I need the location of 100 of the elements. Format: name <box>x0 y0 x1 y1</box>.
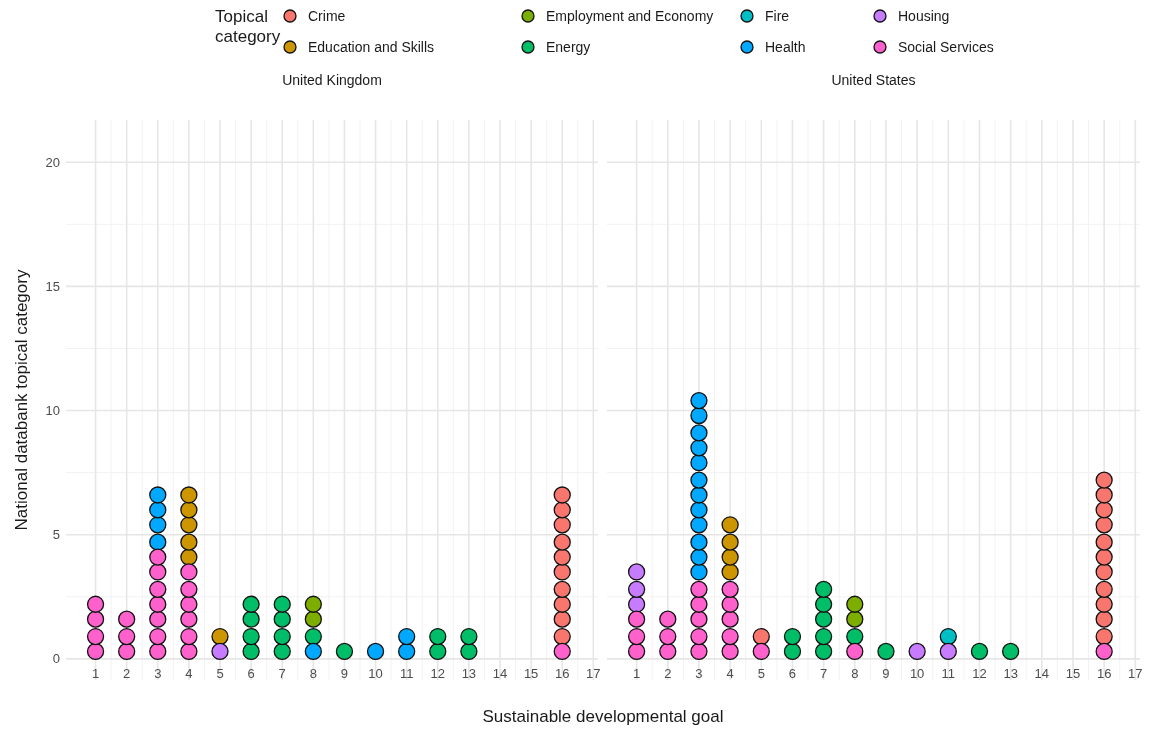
x-tick-label: 6 <box>247 666 255 681</box>
point <box>211 642 229 661</box>
point <box>721 516 739 534</box>
legend-label: Crime <box>308 7 346 24</box>
point <box>149 580 167 599</box>
point <box>273 642 291 661</box>
point <box>721 533 739 551</box>
point <box>721 563 739 581</box>
x-tick-label: 9 <box>340 666 349 681</box>
x-tick-label: 4 <box>726 666 734 681</box>
point <box>690 486 708 504</box>
x-tick-label: 10 <box>909 666 925 681</box>
point <box>180 627 198 646</box>
x-axis-title: Sustainable developmental goal <box>482 707 724 726</box>
point <box>814 610 833 628</box>
x-tick-label: 7 <box>278 666 286 681</box>
point <box>242 595 260 613</box>
x-tick-label: 4 <box>185 666 193 681</box>
point <box>721 548 739 566</box>
x-tick-label: 17 <box>1128 666 1143 681</box>
point <box>814 642 833 661</box>
point <box>86 595 105 613</box>
point <box>690 642 708 661</box>
legend-label: Energy <box>546 38 591 55</box>
point <box>149 642 167 661</box>
x-tick-label: 5 <box>757 666 765 681</box>
point <box>690 595 708 613</box>
x-tick-label: 5 <box>216 666 224 681</box>
x-tick-label: 16 <box>554 666 570 681</box>
point <box>721 595 739 613</box>
point <box>721 580 739 599</box>
point <box>149 563 167 581</box>
legend-label: Social Services <box>898 38 994 55</box>
point <box>659 642 677 661</box>
x-tick-label: 13 <box>1003 666 1018 681</box>
point <box>553 516 571 534</box>
point <box>939 642 957 661</box>
y-tick-label: 5 <box>52 527 60 543</box>
point <box>690 406 708 425</box>
point <box>1002 642 1020 661</box>
point <box>1095 548 1113 566</box>
point <box>659 627 677 646</box>
point <box>1095 516 1113 534</box>
point <box>335 642 354 661</box>
point <box>398 627 416 646</box>
x-tick-label: 11 <box>941 666 956 681</box>
point <box>242 610 260 628</box>
point <box>460 627 478 646</box>
x-tick-label: 16 <box>1096 666 1112 681</box>
point <box>1095 471 1113 489</box>
point <box>908 642 926 661</box>
point <box>627 627 646 646</box>
point <box>627 580 646 599</box>
point <box>149 610 167 628</box>
point <box>304 595 322 613</box>
point <box>783 642 802 661</box>
x-tick-label: 12 <box>430 666 446 681</box>
point <box>690 580 708 599</box>
x-tick-label: 15 <box>523 666 539 681</box>
point <box>149 501 167 519</box>
point <box>783 627 802 646</box>
point <box>553 501 571 519</box>
point <box>180 563 198 581</box>
point <box>690 533 708 551</box>
x-tick-label: 1 <box>632 666 641 681</box>
point <box>180 533 198 551</box>
point <box>304 642 322 661</box>
point <box>690 548 708 566</box>
point <box>149 516 167 534</box>
point <box>149 548 167 566</box>
point <box>690 501 708 519</box>
y-axis-title: National databank topical category <box>12 269 31 531</box>
x-tick-label: 10 <box>368 666 383 681</box>
point <box>939 627 957 646</box>
point <box>180 595 198 613</box>
point <box>1095 580 1113 599</box>
point <box>970 642 989 661</box>
x-tick-label: 9 <box>882 666 890 681</box>
x-tick-label: 3 <box>154 666 162 681</box>
legend-label: Employment and Economy <box>546 7 714 24</box>
y-tick-label: 15 <box>45 278 60 294</box>
point <box>690 516 708 534</box>
point <box>846 642 864 661</box>
point <box>242 642 260 661</box>
point <box>553 580 571 599</box>
y-tick-label: 20 <box>45 154 60 170</box>
legend-label: Fire <box>765 7 790 24</box>
point <box>690 439 708 457</box>
point <box>304 610 322 628</box>
point <box>211 627 229 646</box>
x-tick-label: 8 <box>851 666 859 681</box>
point <box>627 610 646 628</box>
point <box>690 563 708 581</box>
point <box>690 391 708 410</box>
point <box>721 610 739 628</box>
point <box>273 627 291 646</box>
chart-title: United Kingdom <box>282 72 382 88</box>
point <box>690 627 708 646</box>
y-tick-label: 10 <box>45 403 60 419</box>
point <box>690 610 708 628</box>
